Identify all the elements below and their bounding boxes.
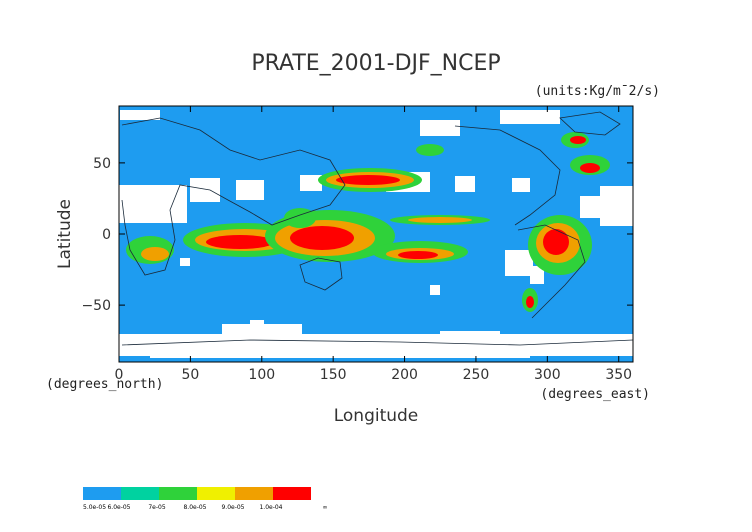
x-tick-label: 150 [320, 367, 347, 383]
missing-data-patch [119, 185, 187, 223]
missing-data-patch [530, 266, 544, 284]
colorbar-swatch [273, 487, 311, 500]
x-tick-label: 50 [181, 367, 199, 383]
colorbar-label: 8.0e-05 [183, 504, 206, 511]
y-axis-title: Latitude [55, 199, 75, 269]
coastline [299, 257, 343, 291]
colorbar-label: 5.0e-05 [83, 504, 106, 511]
missing-data-patch [300, 175, 322, 191]
missing-data-patch [455, 176, 475, 192]
rain-band [141, 247, 169, 261]
x-tick-label: 300 [534, 367, 561, 383]
colorbar: 5.0e-05 6.0e-05 7e-05 8.0e-05 9.0e-05 1.0e-04… [83, 487, 328, 511]
y-tick-label: −50 [81, 298, 111, 314]
missing-data-patch [120, 110, 160, 120]
missing-data-patch [430, 285, 440, 295]
coastline [517, 224, 586, 319]
missing-data-patch [512, 178, 530, 192]
chart-title: PRATE_2001-DJF_NCEP [251, 51, 500, 76]
missing-data-patch [440, 331, 500, 349]
coastline [121, 117, 346, 276]
coastline [454, 125, 561, 226]
rain-band [398, 251, 438, 259]
coastline [121, 339, 634, 346]
missing-data-patch [500, 110, 560, 124]
x-unit-note: (degrees_east) [540, 387, 650, 402]
y-unit-note: (degrees_north) [46, 377, 163, 392]
colorbar-swatch [159, 487, 197, 500]
rain-band [336, 175, 400, 185]
y-axis: 50 0 −50 [81, 156, 633, 314]
colorbar-swatch [235, 487, 273, 500]
plot-area [118, 105, 634, 363]
missing-data-patch [600, 186, 633, 226]
missing-data-patch [150, 340, 530, 358]
units-label: (units:Kg/m¯2/s) [535, 84, 660, 99]
missing-data-patch [505, 250, 533, 276]
colorbar-label: 7e-05 [148, 504, 165, 511]
precipitation-bands [126, 132, 610, 312]
rain-band [416, 144, 444, 156]
rain-band [408, 217, 472, 223]
colorbar-swatch [197, 487, 235, 500]
x-tick-label: 250 [463, 367, 490, 383]
missing-data-patch [250, 320, 264, 328]
colorbar-label: 1.0e-04 [259, 504, 282, 511]
missing-data-patch [180, 258, 190, 266]
y-tick-label: 50 [93, 156, 111, 172]
colorbar-swatch [83, 487, 121, 500]
missing-data-patch [420, 120, 460, 136]
rain-band [290, 226, 354, 250]
rain-band [570, 136, 586, 144]
x-axis: 0 50 100 150 200 250 300 350 [115, 106, 632, 383]
coastline [559, 111, 621, 136]
x-tick-label: 200 [391, 367, 418, 383]
missing-data-patch [580, 196, 600, 218]
colorbar-label: ∞ [323, 504, 328, 511]
rain-band [206, 235, 274, 249]
rain-band [526, 296, 534, 308]
missing-data-patch [236, 180, 264, 200]
rain-band [284, 208, 316, 228]
x-axis-title: Longitude [334, 406, 419, 426]
colorbar-label: 9.0e-05 [221, 504, 244, 511]
coastlines [121, 111, 634, 346]
rain-band [580, 163, 600, 173]
missing-data-patch [190, 178, 220, 202]
y-tick-label: 0 [102, 227, 111, 243]
colorbar-label: 6.0e-05 [107, 504, 130, 511]
x-tick-label: 350 [605, 367, 632, 383]
x-tick-label: 0 [115, 367, 124, 383]
rain-band [543, 229, 569, 255]
missing-data-patch [222, 324, 302, 336]
colorbar-swatch [121, 487, 159, 500]
x-tick-label: 100 [248, 367, 275, 383]
